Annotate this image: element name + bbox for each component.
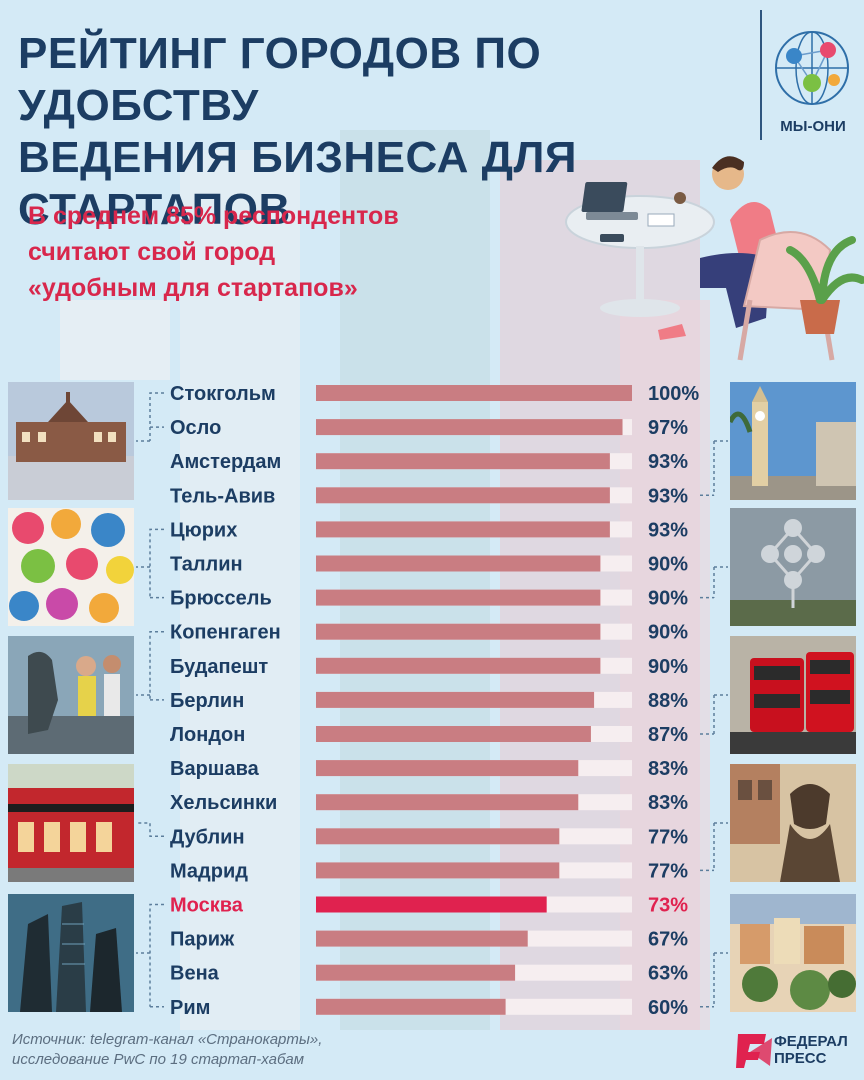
bar <box>316 555 601 572</box>
copenhagen-statue-photo <box>8 636 134 754</box>
bar <box>316 385 632 401</box>
brand-divider <box>760 10 762 140</box>
person-at-laptop-illustration <box>565 156 864 361</box>
category-label: Вена <box>170 963 220 985</box>
category-label: Варшава <box>170 758 260 780</box>
category-label: Копенгаген <box>170 622 281 644</box>
category-label: Амстердам <box>170 451 281 473</box>
subtitle-line-2: считают свой город <box>28 238 276 266</box>
bar <box>316 589 601 606</box>
value-label: 60% <box>648 997 688 1019</box>
subtitle-line-3: «удобным для стартапов» <box>28 274 358 302</box>
bracket-connector <box>700 440 728 497</box>
category-label: Осло <box>170 417 221 439</box>
bar <box>316 760 579 777</box>
category-label: Стокгольм <box>170 383 276 405</box>
category-label: Таллин <box>170 554 243 576</box>
value-label: 77% <box>648 860 688 882</box>
value-label: 90% <box>648 622 688 644</box>
subtitle-line-1: В среднем 85% респондентов <box>28 202 399 230</box>
bar <box>316 862 560 879</box>
category-label: Париж <box>170 929 235 951</box>
value-label: 67% <box>648 929 688 951</box>
category-label: Будапешт <box>170 656 268 678</box>
value-label: 83% <box>648 758 688 780</box>
title-line-2: ВЕДЕНИЯ БИЗНЕСА ДЛЯ СТАРТАПОВ <box>18 133 578 234</box>
value-label: 93% <box>648 485 688 507</box>
bar <box>316 828 560 845</box>
bar <box>316 998 506 1015</box>
category-label: Брюссель <box>170 588 272 610</box>
value-label: 93% <box>648 451 688 473</box>
value-label: 88% <box>648 690 688 712</box>
bar <box>316 930 528 947</box>
bracket-connector <box>700 566 728 599</box>
subtitle: В среднем 85% респондентов считают свой … <box>28 198 548 306</box>
bracket-connector <box>700 822 728 872</box>
bar <box>316 487 610 504</box>
bar <box>316 623 601 640</box>
category-label: Лондон <box>170 724 245 746</box>
logo-line-1: ФЕДЕРАЛ <box>774 1033 848 1050</box>
title-line-1: РЕЙТИНГ ГОРОДОВ ПО УДОБСТВУ <box>18 29 542 130</box>
bracket-connector <box>136 903 164 1008</box>
bar <box>316 453 610 470</box>
category-label: Москва <box>170 895 244 917</box>
value-label: 90% <box>648 656 688 678</box>
value-label: 97% <box>648 417 688 439</box>
value-label: 63% <box>648 963 688 985</box>
london-buses-photo <box>730 636 856 754</box>
federal-press-logo-text: ФЕДЕРАЛ ПРЕСС <box>774 1033 864 1067</box>
federal-press-logo-icon <box>736 1034 772 1068</box>
bracket-connector <box>700 952 728 1008</box>
bar <box>316 521 610 538</box>
bar <box>316 726 591 742</box>
bar <box>316 794 579 811</box>
category-label: Цюрих <box>170 519 237 541</box>
bar <box>316 419 623 436</box>
category-label: Хельсинки <box>170 792 277 814</box>
value-label: 73% <box>648 895 688 917</box>
brand-label: МЫ-ОНИ <box>780 118 846 135</box>
source-note: Источник: telegram-канал «Странокарты», … <box>12 1030 572 1070</box>
dublin-temple-bar-photo <box>8 764 134 882</box>
category-label: Тель-Авив <box>170 485 275 507</box>
value-label: 100% <box>648 383 699 405</box>
page-title: РЕЙТИНГ ГОРОДОВ ПО УДОБСТВУ ВЕДЕНИЯ БИЗН… <box>18 28 758 236</box>
bar <box>316 691 595 708</box>
value-label: 93% <box>648 519 688 541</box>
value-label: 90% <box>648 554 688 576</box>
value-label: 90% <box>648 588 688 610</box>
value-label: 87% <box>648 724 688 746</box>
rome-photo <box>730 894 856 1012</box>
bar <box>316 964 516 981</box>
tel-aviv-clocktower-photo <box>730 382 856 500</box>
zurich-umbrellas-photo <box>8 508 134 626</box>
bracket-connector <box>136 392 164 442</box>
source-line-2: исследование PwC по 19 стартап-хабам <box>12 1051 305 1068</box>
category-label: Дублин <box>170 826 245 848</box>
bar <box>316 896 547 913</box>
category-label: Рим <box>170 997 210 1019</box>
bracket-connector <box>136 630 164 701</box>
logo-line-2: ПРЕСС <box>774 1050 827 1067</box>
moscow-city-photo <box>8 894 134 1012</box>
bar <box>316 657 601 674</box>
bracket-connector <box>136 528 164 599</box>
value-label: 77% <box>648 826 688 848</box>
brussels-atomium-photo <box>730 508 856 626</box>
bracket-connector <box>700 694 728 735</box>
stockholm-photo <box>8 382 134 500</box>
value-label: 83% <box>648 792 688 814</box>
network-people-icon <box>775 31 849 105</box>
category-label: Берлин <box>170 690 244 712</box>
source-line-1: Источник: telegram-канал «Странокарты», <box>12 1031 323 1048</box>
bracket-connector <box>136 822 164 838</box>
city-rating-bar-chart: Стокгольм 100% Осло 97% Амстердам 93% Тель-Ави… <box>136 383 728 1019</box>
madrid-statue-photo <box>730 764 856 882</box>
category-label: Мадрид <box>170 860 248 882</box>
